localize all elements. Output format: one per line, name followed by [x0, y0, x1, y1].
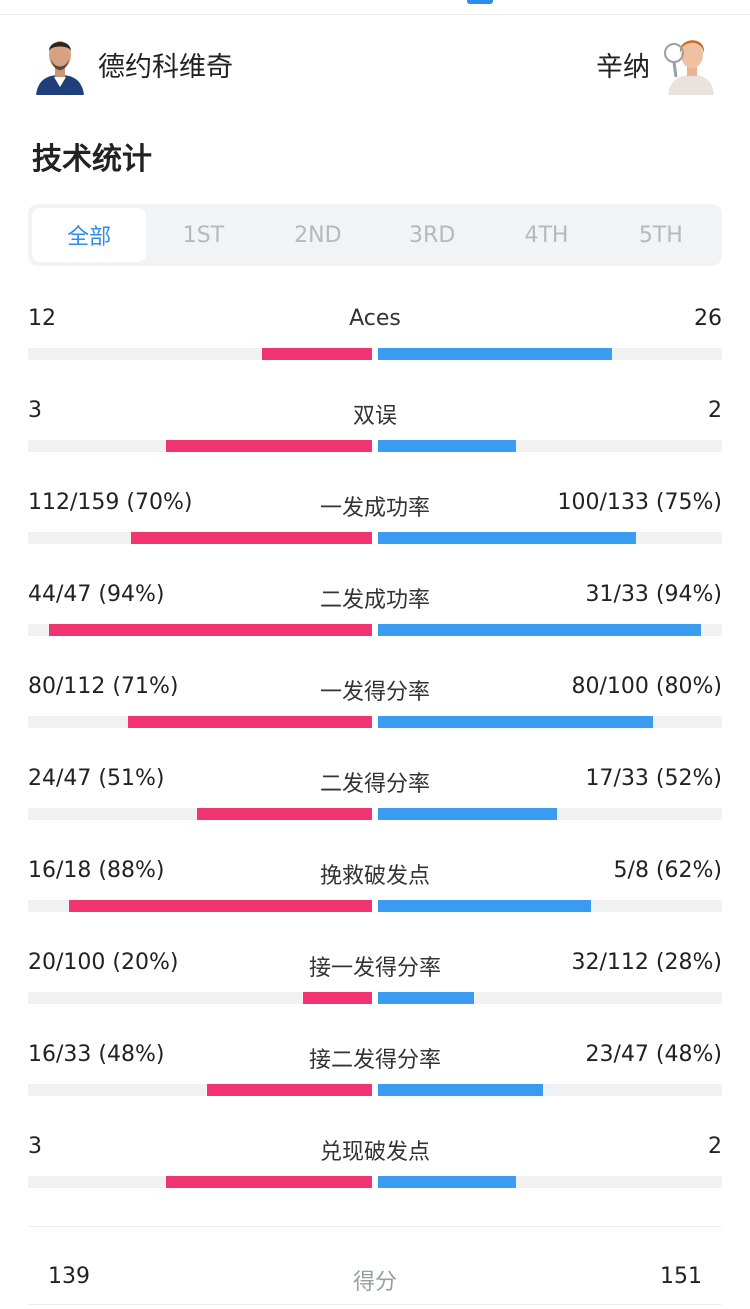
- stat-name: 一发成功率: [319, 496, 430, 521]
- player-right[interactable]: 辛纳: [596, 30, 718, 98]
- stat-name: 一发得分率: [319, 680, 430, 705]
- points-right-value: 151: [660, 1264, 702, 1289]
- stat-row: 3 兑现破发点 2: [28, 1122, 722, 1214]
- stat-bar-left: [69, 900, 372, 912]
- stat-row: 12 Aces 26: [28, 294, 722, 386]
- stat-bar-right: [378, 624, 701, 636]
- stats-list: 12 Aces 26 3 双误 2 112/159 (70%) 一发成功率 10…: [28, 294, 722, 1214]
- top-divider: [0, 14, 750, 15]
- tab-set-2[interactable]: 2ND: [294, 222, 342, 248]
- stat-left-value: 16/33 (48%): [28, 1042, 165, 1067]
- points-divider: [28, 1226, 722, 1227]
- stat-bar-left: [166, 440, 372, 452]
- player-left[interactable]: 德约科维奇: [32, 30, 233, 98]
- stat-row: 24/47 (51%) 二发得分率 17/33 (52%): [28, 754, 722, 846]
- stat-bar-left: [207, 1084, 372, 1096]
- stat-bar: [28, 624, 722, 636]
- stat-bar-left: [303, 992, 372, 1004]
- tab-set-3[interactable]: 3RD: [409, 222, 456, 248]
- tab-set-5[interactable]: 5TH: [638, 222, 683, 248]
- points-left-value: 139: [48, 1264, 90, 1289]
- stat-bar-right: [378, 716, 653, 728]
- stat-right-value: 2: [708, 1134, 722, 1159]
- stat-left-value: 20/100 (20%): [28, 950, 179, 975]
- stat-name: 兑现破发点: [319, 1140, 430, 1165]
- stat-right-value: 31/33 (94%): [585, 582, 722, 607]
- stat-bar-left: [128, 716, 372, 728]
- stat-bar: [28, 440, 722, 452]
- player-left-avatar: [32, 33, 88, 95]
- stat-bar-left: [49, 624, 372, 636]
- stat-bar-right: [378, 532, 636, 544]
- players-header: 德约科维奇 辛纳: [0, 30, 750, 100]
- stat-left-value: 3: [28, 1134, 42, 1159]
- stat-right-value: 26: [694, 306, 722, 331]
- stat-left-value: 80/112 (71%): [28, 674, 179, 699]
- player-right-name: 辛纳: [596, 51, 650, 83]
- stat-bar-right: [378, 1084, 543, 1096]
- section-title: 技术统计: [32, 142, 152, 177]
- page-indicator: [467, 0, 493, 4]
- stat-bar-right: [378, 348, 612, 360]
- tab-set-1[interactable]: 1ST: [182, 222, 225, 248]
- stat-name: Aces: [349, 306, 401, 331]
- stat-row: 44/47 (94%) 二发成功率 31/33 (94%): [28, 570, 722, 662]
- bottom-divider: [28, 1304, 722, 1305]
- stat-bar: [28, 808, 722, 820]
- stat-bar-right: [378, 900, 591, 912]
- stat-right-value: 100/133 (75%): [557, 490, 722, 515]
- stat-bar: [28, 348, 722, 360]
- stat-right-value: 32/112 (28%): [571, 950, 722, 975]
- stat-right-value: 2: [708, 398, 722, 423]
- stat-bar-right: [378, 808, 557, 820]
- stat-bar: [28, 900, 722, 912]
- stat-row: 16/18 (88%) 挽救破发点 5/8 (62%): [28, 846, 722, 938]
- stat-name: 二发得分率: [319, 772, 430, 797]
- stat-bar: [28, 716, 722, 728]
- player-left-name: 德约科维奇: [98, 51, 233, 83]
- player-right-avatar: [662, 33, 718, 95]
- stat-left-value: 16/18 (88%): [28, 858, 165, 883]
- points-row: 139 得分 151: [28, 1250, 722, 1300]
- tab-all[interactable]: 全部: [32, 208, 147, 262]
- stat-row: 80/112 (71%) 一发得分率 80/100 (80%): [28, 662, 722, 754]
- stat-bar: [28, 1084, 722, 1096]
- stat-bar-left: [262, 348, 372, 360]
- stat-row: 3 双误 2: [28, 386, 722, 478]
- stat-bar-right: [378, 1176, 516, 1188]
- stat-right-value: 5/8 (62%): [613, 858, 722, 883]
- stat-bar: [28, 532, 722, 544]
- stat-row: 20/100 (20%) 接一发得分率 32/112 (28%): [28, 938, 722, 1030]
- stat-bar-right: [378, 992, 474, 1004]
- stat-left-value: 12: [28, 306, 56, 331]
- stat-left-value: 3: [28, 398, 42, 423]
- stat-bar-right: [378, 440, 516, 452]
- stat-bar-left: [197, 808, 372, 820]
- stat-name: 双误: [352, 404, 397, 429]
- stat-bar: [28, 1176, 722, 1188]
- stat-name: 挽救破发点: [319, 864, 430, 889]
- stat-bar-left: [166, 1176, 372, 1188]
- stat-left-value: 24/47 (51%): [28, 766, 165, 791]
- stat-bar: [28, 992, 722, 1004]
- stat-row: 16/33 (48%) 接二发得分率 23/47 (48%): [28, 1030, 722, 1122]
- points-label: 得分: [352, 1270, 397, 1295]
- stat-name: 接一发得分率: [308, 956, 441, 981]
- stat-name: 二发成功率: [319, 588, 430, 613]
- stat-right-value: 80/100 (80%): [571, 674, 722, 699]
- tab-set-4[interactable]: 4TH: [524, 222, 569, 248]
- stat-row: 112/159 (70%) 一发成功率 100/133 (75%): [28, 478, 722, 570]
- stat-right-value: 23/47 (48%): [585, 1042, 722, 1067]
- stat-left-value: 112/159 (70%): [28, 490, 193, 515]
- set-tabs: 全部 1ST 2ND 3RD 4TH 5TH: [28, 204, 722, 266]
- stat-name: 接二发得分率: [308, 1048, 441, 1073]
- stat-left-value: 44/47 (94%): [28, 582, 165, 607]
- stat-right-value: 17/33 (52%): [585, 766, 722, 791]
- stat-bar-left: [131, 532, 372, 544]
